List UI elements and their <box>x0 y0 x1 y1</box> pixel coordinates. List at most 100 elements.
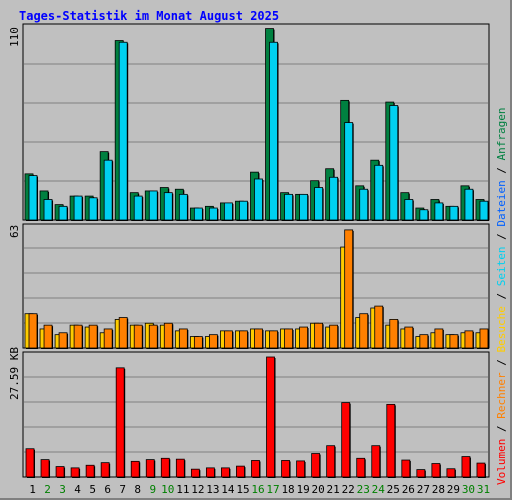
bar-rechner-day-21 <box>329 324 339 349</box>
bar-rechner-day-24 <box>374 305 384 349</box>
bar-dateien-day-6 <box>103 159 113 221</box>
x-tick-day-19: 19 <box>296 483 309 496</box>
x-tick-day-10: 10 <box>161 483 174 496</box>
bar-dateien-day-1 <box>28 175 38 221</box>
bar-rechner-day-20 <box>314 322 324 349</box>
x-tick-day-23: 23 <box>357 483 370 496</box>
bar-dateien-day-14 <box>224 202 233 221</box>
bar-volumen-day-15 <box>236 465 245 478</box>
x-tick-day-20: 20 <box>312 483 325 496</box>
bar-dateien-day-4 <box>73 195 83 221</box>
bar-dateien-day-26 <box>404 199 414 221</box>
bar-dateien-day-15 <box>239 200 248 221</box>
bar-volumen-day-18 <box>281 460 290 478</box>
bar-dateien-day-25 <box>389 105 399 221</box>
x-tick-day-14: 14 <box>221 483 235 496</box>
bar-rechner-day-15 <box>239 330 248 349</box>
bar-rechner-day-29 <box>449 334 459 349</box>
bar-dateien-day-23 <box>359 188 369 221</box>
x-tick-day-21: 21 <box>327 483 340 496</box>
bar-volumen-day-22 <box>341 402 351 478</box>
bar-dateien-day-7 <box>118 41 128 221</box>
bar-volumen-day-17 <box>266 356 275 478</box>
bar-dateien-day-20 <box>314 187 324 221</box>
bar-dateien-day-16 <box>254 178 263 221</box>
y-max-label-middle: 63 <box>8 225 21 238</box>
legend-separator: / <box>495 353 508 373</box>
bar-volumen-day-4 <box>70 467 80 478</box>
legend-item-rechner: Rechner <box>495 372 508 419</box>
x-tick-day-11: 11 <box>176 483 189 496</box>
legend-separator: / <box>495 419 508 439</box>
bar-rechner-day-8 <box>133 324 143 349</box>
x-tick-day-3: 3 <box>59 483 66 496</box>
bar-dateien-day-27 <box>419 209 429 221</box>
bar-dateien-day-28 <box>434 202 444 221</box>
bar-dateien-day-8 <box>133 195 143 221</box>
x-tick-day-5: 5 <box>89 483 96 496</box>
bar-dateien-day-17 <box>269 41 278 221</box>
bar-dateien-day-12 <box>193 207 203 221</box>
bar-volumen-day-9 <box>145 459 155 478</box>
bar-dateien-day-18 <box>284 193 293 221</box>
bar-dateien-day-3 <box>58 205 68 221</box>
bar-volumen-day-8 <box>130 460 140 478</box>
x-tick-day-31: 31 <box>477 483 490 496</box>
bar-rechner-day-18 <box>284 328 293 349</box>
bar-dateien-day-21 <box>329 176 339 221</box>
bar-rechner-day-12 <box>193 336 203 349</box>
legend-item-dateien: Dateien <box>495 180 508 226</box>
x-tick-day-13: 13 <box>206 483 219 496</box>
bar-rechner-day-23 <box>359 313 369 349</box>
bar-rechner-day-10 <box>163 322 173 349</box>
bar-rechner-day-25 <box>389 319 399 349</box>
bar-rechner-day-11 <box>178 328 188 349</box>
bar-volumen-day-29 <box>446 468 456 478</box>
bar-volumen-day-12 <box>190 468 200 478</box>
bar-volumen-day-14 <box>221 467 230 478</box>
x-tick-day-6: 6 <box>104 483 111 496</box>
bar-rechner-day-28 <box>434 328 444 349</box>
bar-volumen-day-10 <box>160 457 170 478</box>
x-tick-labels: 1 2 3 4 5 6 7 8 9 10 11 12 13 14 15 16 17 18 19 20 21 22 23 24 2… <box>29 483 490 496</box>
bar-volumen-day-5 <box>85 464 95 478</box>
bar-volumen-day-13 <box>205 467 215 478</box>
bar-rechner-day-17 <box>269 330 278 349</box>
bar-rechner-day-3 <box>58 332 68 349</box>
legend-separator: / <box>495 160 508 180</box>
legend: Volumen / Rechner / Besuche / Seiten / D… <box>495 107 508 485</box>
bar-dateien-day-2 <box>43 199 53 221</box>
bar-volumen-day-2 <box>40 459 50 478</box>
bar-dateien-day-19 <box>299 193 308 221</box>
bar-dateien-day-31 <box>479 200 489 221</box>
bar-rechner-day-7 <box>118 317 128 349</box>
bar-dateien-day-5 <box>88 197 98 221</box>
x-tick-day-22: 22 <box>342 483 355 496</box>
bar-volumen-day-31 <box>476 462 486 478</box>
bar-volumen-day-19 <box>296 460 305 478</box>
bar-volumen-day-25 <box>386 403 396 478</box>
legend-item-seiten: Seiten <box>495 247 508 287</box>
bar-rechner-day-19 <box>299 326 308 349</box>
bar-volumen-day-21 <box>326 445 336 478</box>
x-tick-day-12: 12 <box>191 483 204 496</box>
bar-rechner-day-22 <box>344 229 354 349</box>
bar-dateien-day-24 <box>374 164 384 221</box>
x-tick-day-4: 4 <box>74 483 81 496</box>
bar-volumen-day-11 <box>175 458 185 478</box>
bar-rechner-day-14 <box>224 330 233 349</box>
bar-volumen-day-24 <box>371 445 381 478</box>
bar-rechner-day-13 <box>208 334 218 349</box>
bar-rechner-day-9 <box>148 324 158 349</box>
bar-volumen-day-16 <box>251 460 260 478</box>
bar-volumen-day-6 <box>100 462 110 478</box>
legend-item-besuche: Besuche <box>495 306 508 352</box>
y-max-label-bottom: 27.59 KB <box>8 347 21 400</box>
bar-rechner-day-27 <box>419 334 429 349</box>
x-tick-day-18: 18 <box>281 483 294 496</box>
bar-dateien-day-10 <box>163 192 173 221</box>
bar-rechner-day-5 <box>88 324 98 349</box>
bar-rechner-day-6 <box>103 328 113 349</box>
bar-rechner-day-2 <box>43 324 53 349</box>
bar-volumen-day-30 <box>461 456 471 478</box>
